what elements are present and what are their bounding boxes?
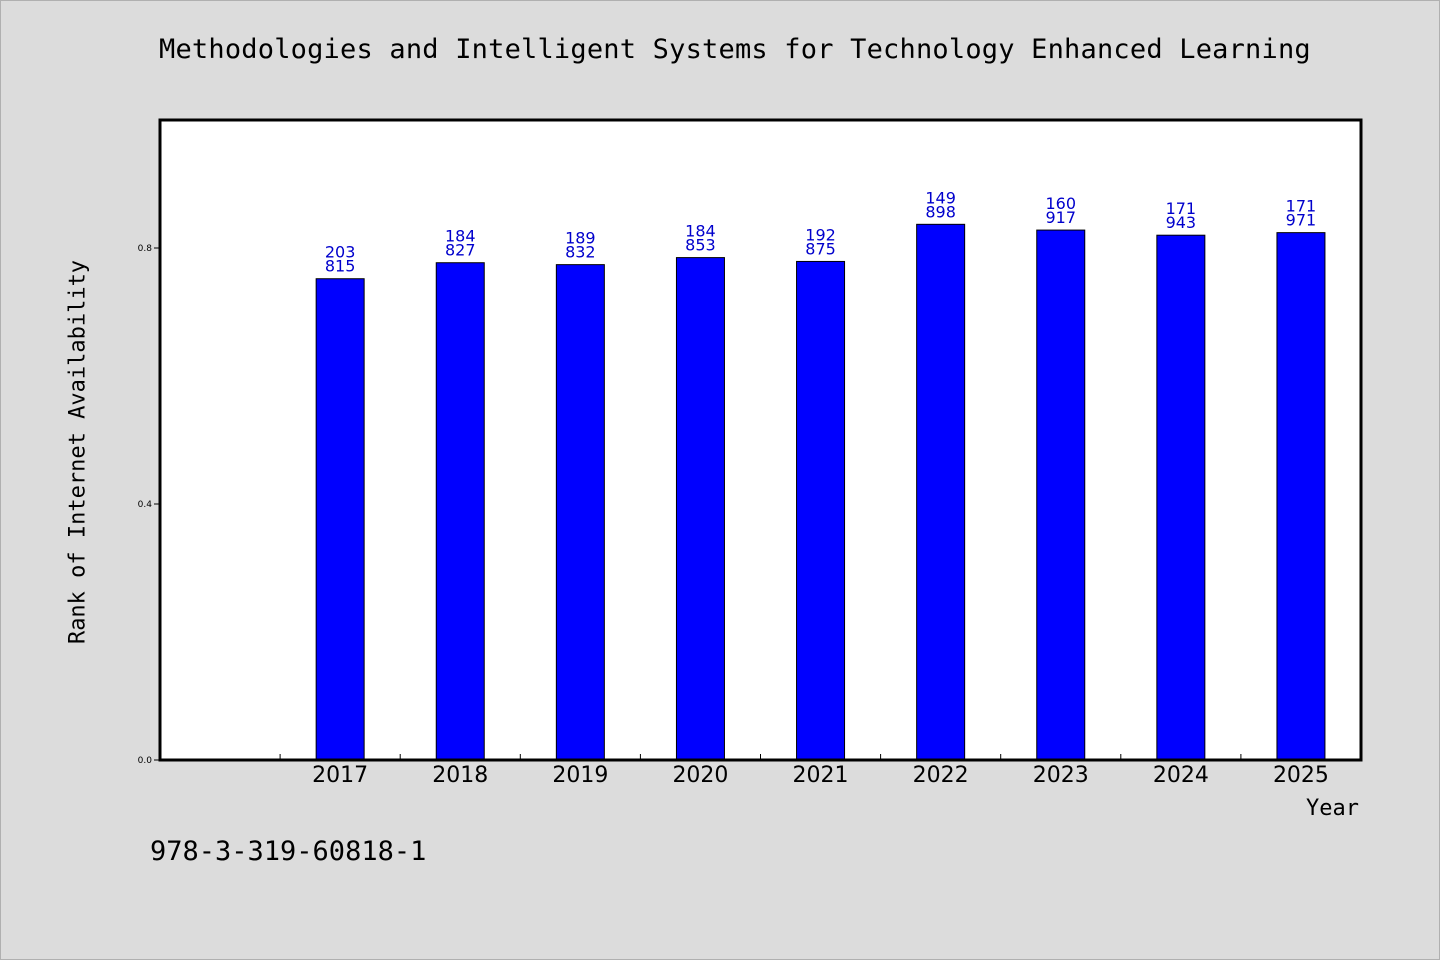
y-ticks-group: 0.0 0.4 0.8 xyxy=(138,244,160,766)
x-tick-label-2021: 2021 xyxy=(793,763,849,788)
x-tick-label-2017: 2017 xyxy=(312,763,368,788)
x-tick-label-2018: 2018 xyxy=(432,763,488,788)
bar-2020 xyxy=(675,257,725,761)
data-label-top-2022: 149 xyxy=(925,188,956,207)
x-tick-label-2019: 2019 xyxy=(552,763,608,788)
data-label-bottom-2017: 815 xyxy=(325,257,356,276)
data-label-top-2019: 189 xyxy=(565,229,596,248)
data-label-top-2017: 203 xyxy=(325,243,356,262)
data-label-bottom-2022: 898 xyxy=(925,202,956,221)
bar-2022 xyxy=(916,223,966,761)
bar-2017 xyxy=(315,278,365,761)
isbn-label: 978-3-319-60818-1 xyxy=(150,836,427,867)
bar-2024 xyxy=(1156,234,1206,761)
data-label-bottom-2018: 827 xyxy=(445,241,476,260)
data-label-bottom-2020: 853 xyxy=(685,236,716,255)
data-label-bottom-2025: 971 xyxy=(1286,211,1317,230)
bar-2019 xyxy=(555,264,605,761)
x-tick-label-2023: 2023 xyxy=(1033,763,1089,788)
y-tick-label: 0.8 xyxy=(138,244,153,254)
x-tick-label-2022: 2022 xyxy=(913,763,969,788)
bar-2025 xyxy=(1276,232,1326,761)
data-label-top-2025: 171 xyxy=(1286,197,1317,216)
data-label-bottom-2019: 832 xyxy=(565,243,596,262)
plot-border xyxy=(158,118,1363,762)
data-label-top-2020: 184 xyxy=(685,222,716,241)
data-label-bottom-2024: 943 xyxy=(1166,213,1197,232)
y-tick-label: 0.4 xyxy=(138,500,153,510)
x-tick-label-2020: 2020 xyxy=(672,763,728,788)
x-tick-label-2025: 2025 xyxy=(1273,763,1329,788)
data-label-top-2021: 192 xyxy=(805,225,836,244)
x-tick-label-2024: 2024 xyxy=(1153,763,1209,788)
data-label-top-2018: 184 xyxy=(445,227,476,246)
data-label-bottom-2021: 875 xyxy=(805,239,836,258)
x-axis-label: Year xyxy=(1306,796,1359,821)
chart-title: Methodologies and Intelligent Systems fo… xyxy=(159,34,1311,65)
x-ticks-group: 2017 2018 2019 2020 2021 2022 2023 2024 2025 xyxy=(279,754,1329,788)
data-label-bottom-2023: 917 xyxy=(1045,208,1076,227)
data-label-top-2024: 171 xyxy=(1166,199,1197,218)
y-tick-label: 0.0 xyxy=(138,756,153,766)
data-label-top-2023: 160 xyxy=(1045,194,1076,213)
bar-2021 xyxy=(796,260,846,761)
bar-2018 xyxy=(435,262,485,761)
bars-group xyxy=(315,223,1326,761)
bar-2023 xyxy=(1036,229,1086,761)
